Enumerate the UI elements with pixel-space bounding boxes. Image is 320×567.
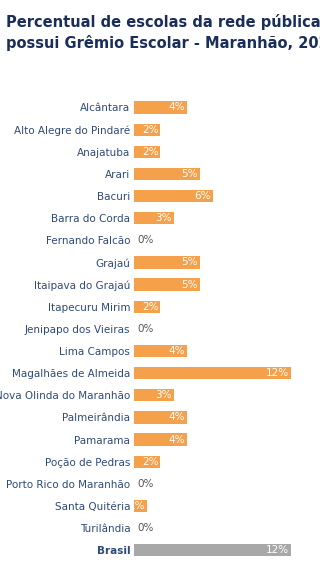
Bar [134,345,187,357]
Bar [134,124,160,136]
Text: 3%: 3% [155,390,172,400]
Bar [134,146,160,158]
Text: 4%: 4% [168,103,185,112]
Text: 0%: 0% [137,523,153,533]
Bar [134,101,187,113]
Text: 1%: 1% [129,501,146,511]
Text: 2%: 2% [142,147,158,156]
Text: 2%: 2% [142,302,158,312]
Text: 5%: 5% [181,257,198,268]
Bar [134,367,291,379]
Bar [134,411,187,424]
Text: 6%: 6% [194,191,211,201]
Text: 5%: 5% [181,280,198,290]
Bar [134,544,291,556]
Text: 5%: 5% [181,169,198,179]
Text: 2%: 2% [142,456,158,467]
Text: 4%: 4% [168,434,185,445]
Text: 0%: 0% [137,235,153,246]
Text: 0%: 0% [137,479,153,489]
Bar [134,456,160,468]
Text: Percentual de escolas da rede pública que
possui Grêmio Escolar - Maranhão, 2021: Percentual de escolas da rede pública qu… [6,14,320,52]
Text: 4%: 4% [168,412,185,422]
Text: 4%: 4% [168,346,185,356]
Text: 12%: 12% [266,545,289,555]
Bar [134,500,148,512]
Text: 12%: 12% [266,368,289,378]
Text: 0%: 0% [137,324,153,334]
Bar [134,168,200,180]
Bar [134,212,173,225]
Text: 2%: 2% [142,125,158,134]
Bar [134,433,187,446]
Text: 3%: 3% [155,213,172,223]
Bar [134,301,160,313]
Bar [134,256,200,269]
Bar [134,190,212,202]
Bar [134,278,200,291]
Bar [134,389,173,401]
